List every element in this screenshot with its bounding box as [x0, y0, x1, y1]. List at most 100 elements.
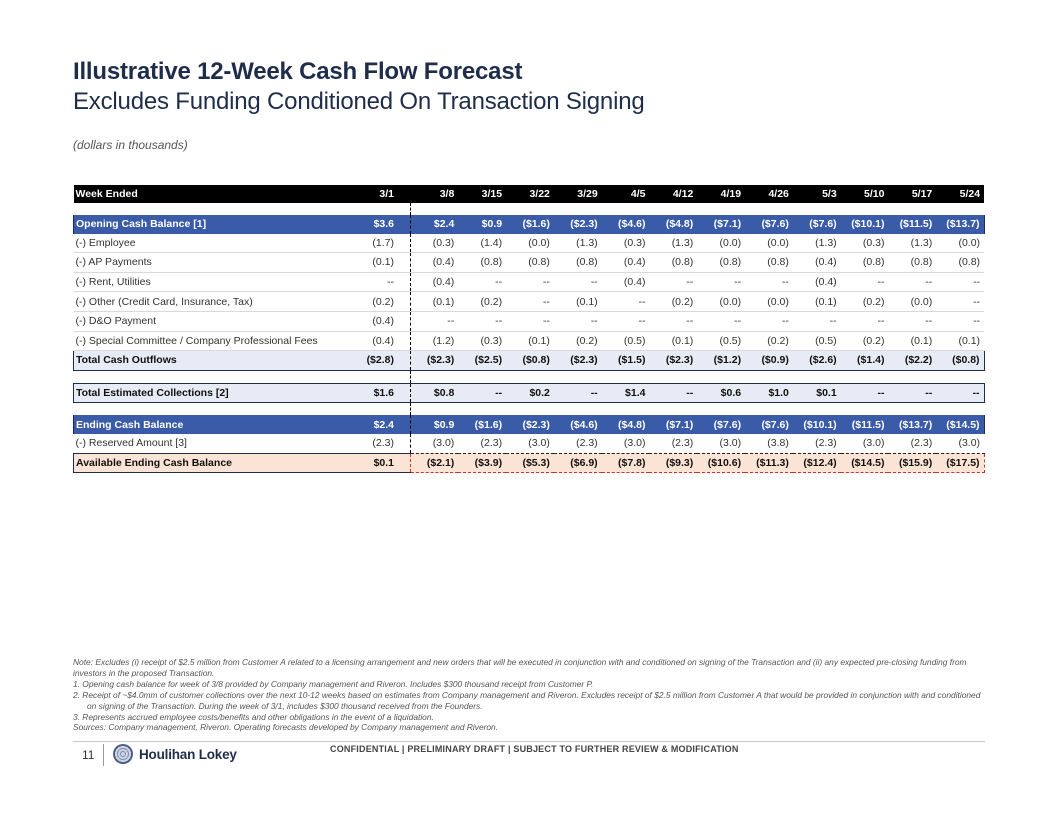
cell-value: ($13.7)	[936, 215, 985, 234]
cell-value: ($1.4)	[840, 350, 889, 371]
cell-value: ($7.6)	[745, 415, 793, 434]
row-label: Week Ended	[73, 185, 359, 203]
footnote-1: 1. Opening cash balance for week of 3/8 …	[73, 678, 594, 689]
cell-value: --	[553, 311, 602, 332]
cell-value: ($11.5)	[888, 215, 937, 234]
cell-value: --	[506, 311, 554, 332]
cell-value: ($2.8)	[358, 350, 411, 371]
available-balance-row: Available Ending Cash Balance $0.1 ($2.1)(…	[73, 452, 985, 474]
cash-flow-table: Week Ended 3/1 3/8 3/15 3/22 3/29 4/5 4/12 4/19 4…	[73, 185, 985, 474]
row-label: (-) AP Payments	[73, 252, 359, 273]
cell-value: (3.8)	[745, 433, 793, 454]
cell-value: 3/15	[458, 185, 507, 203]
cell-value: 5/17	[888, 185, 937, 203]
cell-value: --	[649, 272, 698, 293]
row-label: Total Cash Outflows	[73, 350, 359, 371]
cell-value: (0.4)	[792, 252, 841, 273]
cell-value: --	[888, 382, 937, 404]
cell-value: ($14.5)	[840, 452, 889, 474]
ending-balance-row: Ending Cash Balance $2.4 $0.9 ($1.6) ($2.3)(…	[73, 415, 985, 434]
cell-value: $1.4	[601, 382, 650, 404]
cell-value: ($2.3)	[410, 350, 459, 371]
confidentiality-banner: CONFIDENTIAL | PRELIMINARY DRAFT | SUBJE…	[330, 744, 739, 754]
cell-value: 4/26	[745, 185, 793, 203]
cell-value: (0.1)	[506, 331, 554, 352]
cell-value: --	[936, 382, 985, 404]
cell-value: (2.3)	[553, 433, 602, 454]
cell-value: (0.2)	[458, 291, 507, 312]
row-label: (-) Employee	[73, 233, 359, 254]
cell-value: ($0.9)	[745, 350, 793, 371]
cell-value: --	[649, 311, 698, 332]
outflow-row: (-) Special Committee / Company Professi…	[73, 331, 985, 352]
cell-value: 4/5	[601, 185, 650, 203]
cell-value: (0.8)	[745, 252, 793, 273]
cell-value: ($2.6)	[792, 350, 841, 371]
cell-value: $0.1	[358, 452, 411, 474]
logo-text: Houlihan Lokey	[139, 746, 237, 762]
cell-value: 4/12	[649, 185, 698, 203]
cell-value: (0.1)	[553, 291, 602, 312]
company-logo: Houlihan Lokey	[113, 744, 237, 764]
cell-value: ($7.1)	[697, 215, 746, 234]
cell-value: ($7.6)	[792, 215, 841, 234]
cell-value: (2.3)	[792, 433, 841, 454]
cell-value: (1.3)	[649, 233, 698, 254]
cell-value: (2.3)	[649, 433, 698, 454]
cell-value: (0.8)	[458, 252, 507, 273]
cell-value: ($4.8)	[649, 215, 698, 234]
cell-value: ($3.9)	[458, 452, 507, 474]
cell-value: $0.6	[697, 382, 746, 404]
cell-value: $0.8	[410, 382, 459, 404]
row-label: Ending Cash Balance	[73, 415, 359, 434]
cell-value: --	[697, 311, 746, 332]
outflow-row: (-) Rent, Utilities -- (0.4) -- -- -- (0.4) -- -…	[73, 272, 985, 293]
cell-value: ($1.6)	[506, 215, 554, 234]
outflow-row: (-) AP Payments (0.1) (0.4) (0.8) (0.8) (0.8)…	[73, 252, 985, 273]
cell-value: 4/19	[697, 185, 746, 203]
footer-separator	[103, 744, 104, 766]
cell-value: 5/3	[792, 185, 841, 203]
cell-value: ($2.3)	[553, 215, 602, 234]
cell-value: (0.8)	[840, 252, 889, 273]
cell-value: (0.4)	[410, 252, 459, 273]
cell-value: (0.5)	[792, 331, 841, 352]
cell-value: 3/1	[358, 185, 411, 203]
cell-value: ($11.5)	[840, 415, 889, 434]
cell-value: ($10.1)	[792, 415, 841, 434]
cell-value: --	[936, 272, 985, 293]
cell-value: (0.8)	[649, 252, 698, 273]
cell-value: ($4.6)	[601, 215, 650, 234]
cell-value: --	[936, 311, 985, 332]
cell-value: ($2.5)	[458, 350, 507, 371]
cell-value: (0.2)	[649, 291, 698, 312]
cell-value: ($2.1)	[410, 452, 459, 474]
cell-value: --	[745, 311, 793, 332]
cell-value: (3.0)	[697, 433, 746, 454]
outflow-row: (-) Employee (1.7) (0.3) (1.4) (0.0) (1.3) (0.…	[73, 233, 985, 254]
row-label: Total Estimated Collections [2]	[73, 382, 359, 404]
cell-value: (0.3)	[410, 233, 459, 254]
cell-value: --	[553, 272, 602, 293]
cell-value: --	[697, 272, 746, 293]
page-subtitle: Excludes Funding Conditioned On Transact…	[73, 88, 645, 115]
cell-value: ($0.8)	[506, 350, 554, 371]
cell-value: $3.6	[358, 215, 411, 234]
cell-value: --	[458, 272, 507, 293]
footnote-3: 3. Represents accrued employee costs/ben…	[73, 711, 434, 722]
cell-value: --	[840, 272, 889, 293]
cell-value: (0.1)	[936, 331, 985, 352]
cell-value: ($7.6)	[697, 415, 746, 434]
cell-value: (0.1)	[358, 252, 411, 273]
cell-value: $0.9	[410, 415, 459, 434]
cell-value: (1.3)	[888, 233, 937, 254]
cell-value: ($2.2)	[888, 350, 937, 371]
row-label: (-) Special Committee / Company Professi…	[73, 331, 359, 352]
cell-value: --	[553, 382, 602, 404]
cell-value: (3.0)	[506, 433, 554, 454]
cell-value: (0.8)	[506, 252, 554, 273]
spacer-row	[74, 370, 985, 384]
cell-value: (0.2)	[840, 291, 889, 312]
cell-value: ($1.5)	[601, 350, 650, 371]
cell-value: --	[601, 291, 650, 312]
